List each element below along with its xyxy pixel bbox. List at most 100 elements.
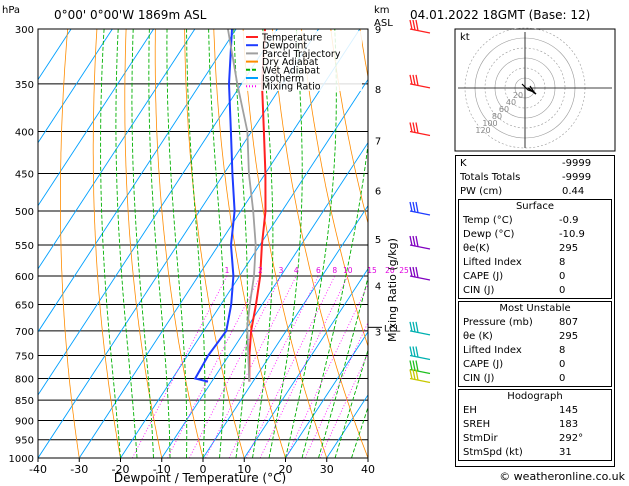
wind-barb <box>409 74 431 89</box>
x-tick-label: 0 <box>200 463 207 476</box>
mixing-ratio-label: 25 <box>399 266 409 275</box>
x-tick-label: 40 <box>361 463 375 476</box>
pressure-tick-label: 900 <box>15 416 34 427</box>
wind-barb <box>409 321 431 336</box>
legend-entry: Dewpoint <box>262 41 307 52</box>
series-line-temperature <box>248 29 267 382</box>
pressure-tick-label: 400 <box>15 128 34 139</box>
pressure-tick-label: 550 <box>15 241 34 252</box>
km-tick-label: 8 <box>375 85 381 96</box>
wet-adiabat-line <box>166 29 188 458</box>
dry-adiabat-line <box>184 29 245 458</box>
isotherm-line <box>78 29 361 458</box>
wet-adiabat-line <box>233 29 248 458</box>
index-value: -9999 <box>562 158 592 169</box>
hodograph-ring-label: 20 <box>513 91 523 100</box>
hodograph-kt-label: kt <box>460 32 470 43</box>
dry-adiabat-line <box>330 29 368 225</box>
pressure-tick-label: 450 <box>15 169 34 180</box>
wind-barb-shaft <box>409 377 431 384</box>
wind-barb-flag <box>409 360 413 371</box>
lcl-label: LCL <box>384 324 400 334</box>
mixing-ratio-line <box>167 275 261 458</box>
wind-barb-flag <box>412 235 416 247</box>
index-panel: K -9999 Totals Totals -9999 PW (cm) 0.44 Surf… <box>455 155 615 467</box>
mixing-ratio-label: 1 <box>225 266 230 275</box>
isotherm-line <box>38 29 154 207</box>
index-row: SREH 183 <box>459 418 611 432</box>
wind-barb-flag <box>415 266 419 278</box>
index-row: CAPE (J) 0 <box>459 358 611 372</box>
surface-box: Surface Temp (°C) -0.9 Dewp (°C) -10.9 θe(K)… <box>458 199 612 299</box>
index-row: Dewp (°C) -10.9 <box>459 228 611 242</box>
dry-adiabat-line <box>271 29 368 458</box>
wind-barb-shaft <box>409 28 431 34</box>
datetime-title: 04.01.2022 18GMT (Base: 12) <box>410 8 590 22</box>
index-value: 183 <box>559 419 579 430</box>
wet-adiabat-line <box>318 276 368 458</box>
hodograph-ring-label: 120 <box>475 126 490 135</box>
index-value: 0 <box>559 271 566 282</box>
index-row: CIN (J) 0 <box>459 284 611 298</box>
wind-barb-shaft <box>409 244 431 250</box>
mixing-ratio-line <box>304 321 368 458</box>
pressure-tick-label: 950 <box>15 436 34 447</box>
wind-barb-flag <box>412 369 416 380</box>
mixing-ratio-line <box>228 275 319 458</box>
index-value: 0 <box>559 373 566 384</box>
wind-barb-flag <box>409 201 413 212</box>
wind-barb-flag <box>409 266 413 277</box>
km-label: km <box>374 5 390 16</box>
isotherm-line <box>38 29 196 270</box>
series-line-dewpoint <box>193 29 236 383</box>
wind-barb-flag <box>412 74 416 86</box>
wind-barb <box>409 235 431 250</box>
hpa-label: hPa <box>2 5 20 16</box>
wet-adiabat-line <box>115 29 138 458</box>
mixing-ratio-label: 4 <box>294 266 299 275</box>
surface-title: Surface <box>515 201 555 212</box>
wind-barb-flag <box>415 321 419 333</box>
wind-barb-flag <box>415 19 419 31</box>
wind-barb-flag <box>412 201 416 213</box>
index-label: CIN (J) <box>463 285 495 296</box>
index-value: 8 <box>559 345 566 356</box>
index-row: Pressure (mb) 807 <box>459 316 611 330</box>
wind-barb-shaft <box>409 330 431 336</box>
mixing-ratio-label: 3 <box>279 266 284 275</box>
legend-entry: Parcel Trajectory <box>262 49 341 60</box>
index-row: PW (cm) 0.44 <box>456 185 614 199</box>
wet-adiabat-line <box>252 29 274 458</box>
index-label: θe (K) <box>463 331 493 342</box>
x-tick-label: -40 <box>29 463 47 476</box>
index-label: Pressure (mb) <box>463 317 533 328</box>
series-line-parcel-trajectory <box>227 29 257 382</box>
wind-barb-flag <box>409 321 413 332</box>
x-tick-label: -20 <box>112 463 130 476</box>
index-label: PW (cm) <box>460 186 503 197</box>
wet-adiabat-line <box>186 29 206 458</box>
x-tick-label: 20 <box>279 463 293 476</box>
index-label: CAPE (J) <box>463 359 504 370</box>
wet-adiabat-line <box>285 29 337 458</box>
hodograph-stats-box: Hodograph EH 145 SREH 183 StmDir 292° StmSpd (… <box>458 389 612 461</box>
pressure-tick-label: 500 <box>15 207 34 218</box>
index-label: CIN (J) <box>463 373 495 384</box>
wind-barb-flag <box>412 122 416 133</box>
isotherm-line <box>202 204 368 458</box>
wind-barb <box>409 122 431 137</box>
mixing-ratio-label: 10 <box>343 266 353 275</box>
index-label: Dewp (°C) <box>463 229 515 240</box>
index-label: SREH <box>463 419 491 430</box>
wet-adiabat-line <box>131 29 154 458</box>
mixing-ratio-line <box>319 352 368 458</box>
wind-barb-flag <box>409 122 413 133</box>
index-value: 295 <box>559 331 579 342</box>
wind-barb-shaft <box>409 83 431 89</box>
hodograph-ring-label: 40 <box>506 98 516 107</box>
hodograph-ring-label: 80 <box>492 112 502 121</box>
index-value: 0 <box>559 285 566 296</box>
index-label: Lifted Index <box>463 257 522 268</box>
asl-label: ASL <box>374 18 393 29</box>
